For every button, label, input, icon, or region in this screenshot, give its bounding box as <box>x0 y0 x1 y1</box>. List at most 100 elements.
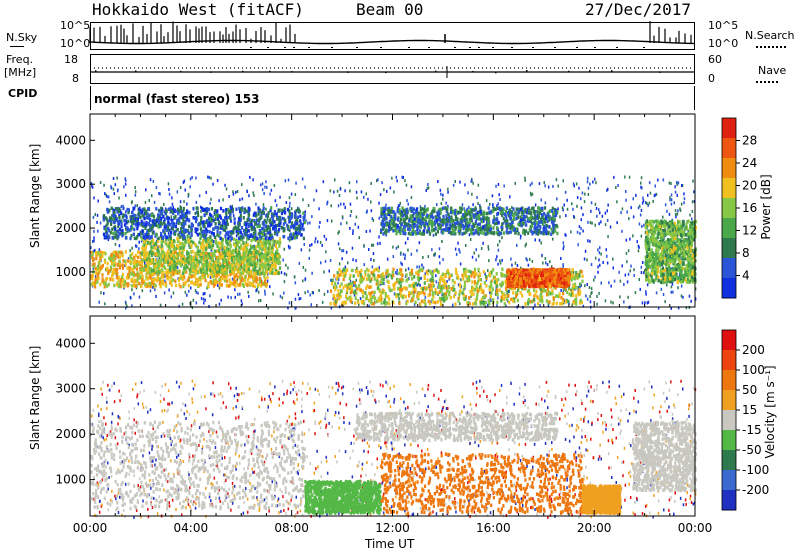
heat-cell <box>377 274 380 278</box>
heat-cell <box>267 211 270 215</box>
heat-speckle <box>260 183 262 187</box>
heat-cell <box>332 295 336 299</box>
heat-cell <box>194 229 197 234</box>
heat-cell <box>176 271 179 275</box>
heat-cell <box>132 232 135 236</box>
heat-cell <box>546 288 549 292</box>
heat-cell <box>526 299 530 304</box>
heat-speckle <box>589 295 591 298</box>
heat-cell <box>227 210 231 215</box>
heat-speckle <box>425 189 427 192</box>
heat-speckle <box>140 239 143 243</box>
heat-cell <box>504 287 508 291</box>
heat-cell <box>453 280 456 285</box>
heat-speckle <box>213 212 216 216</box>
heat-cell <box>188 241 191 245</box>
heat-speckle <box>337 278 340 281</box>
heat-speckle <box>209 294 211 298</box>
heat-speckle <box>218 302 221 306</box>
heat-speckle <box>612 301 614 305</box>
heat-cell <box>264 243 267 248</box>
heat-cell <box>182 282 185 286</box>
heat-cell <box>105 232 108 236</box>
heat-cell <box>376 286 379 290</box>
heat-cell <box>278 215 281 220</box>
heat-cell <box>229 219 233 223</box>
heat-speckle <box>274 199 277 203</box>
heat-cell <box>135 263 138 268</box>
heat-speckle <box>400 261 402 265</box>
heat-speckle <box>148 199 150 202</box>
heat-cell <box>155 263 159 267</box>
heat-speckle <box>578 186 580 190</box>
heat-speckle <box>461 203 464 207</box>
heat-cell <box>234 284 237 288</box>
heat-cell <box>200 268 203 272</box>
heat-speckle <box>546 229 548 233</box>
heat-cell <box>133 255 136 260</box>
heat-cell <box>252 232 255 236</box>
heat-cell <box>480 300 483 305</box>
heat-cell <box>190 233 193 237</box>
heat-cell <box>173 250 176 254</box>
heat-speckle <box>352 232 354 235</box>
heat-cell <box>404 294 407 299</box>
heat-speckle <box>320 261 322 265</box>
heat-cell <box>267 262 270 267</box>
nsearch-dot <box>428 47 430 48</box>
heat-cell <box>373 273 376 277</box>
heat-cell <box>274 265 277 269</box>
heat-speckle <box>285 263 287 267</box>
heat-cell <box>371 290 374 295</box>
heat-speckle <box>376 242 379 246</box>
heat-cell <box>278 260 281 265</box>
heat-cell <box>289 232 293 237</box>
heat-cell <box>264 224 267 228</box>
heat-speckle <box>350 210 353 213</box>
heat-cell <box>299 219 302 223</box>
heat-cell <box>219 214 222 218</box>
heat-cell <box>126 207 129 212</box>
heat-cell <box>132 284 135 288</box>
heat-speckle <box>572 207 574 211</box>
heat-cell <box>174 283 178 288</box>
heat-cell <box>223 257 226 262</box>
heat-speckle <box>395 175 397 179</box>
heat-cell <box>470 292 473 297</box>
heat-cell <box>154 277 157 281</box>
heat-cell <box>165 235 169 240</box>
heat-speckle <box>330 278 332 282</box>
heat-cell <box>121 233 124 238</box>
heat-speckle <box>586 180 589 184</box>
heat-cell <box>172 272 175 277</box>
heat-speckle <box>538 238 541 242</box>
heat-cell <box>152 269 155 273</box>
heat-cell <box>166 228 169 232</box>
heat-cell <box>126 282 129 286</box>
heat-cell <box>271 245 274 250</box>
heat-cell <box>120 250 123 254</box>
heat-cell <box>278 208 281 212</box>
heat-speckle <box>272 292 274 296</box>
heat-cell <box>540 291 543 296</box>
heat-cell <box>139 262 142 267</box>
heat-cell <box>135 236 138 241</box>
heat-cell <box>159 224 162 228</box>
heat-speckle <box>570 230 572 234</box>
heat-cell <box>410 284 413 288</box>
heat-speckle <box>529 183 532 187</box>
heat-cell <box>554 286 557 290</box>
heat-cell <box>210 271 213 275</box>
heat-cell <box>220 226 223 230</box>
heat-speckle <box>195 176 197 180</box>
nsearch-dot <box>576 47 578 48</box>
heat-cell <box>150 245 153 249</box>
heat-speckle <box>565 214 567 218</box>
heat-speckle <box>93 229 95 233</box>
heat-speckle <box>199 232 202 236</box>
heat-cell <box>157 239 160 243</box>
heat-cell <box>241 237 244 241</box>
heat-cell <box>410 299 413 303</box>
heat-cell <box>169 236 172 240</box>
heat-speckle <box>168 192 171 196</box>
